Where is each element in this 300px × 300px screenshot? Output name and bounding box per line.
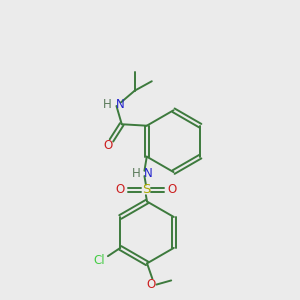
Text: O: O [116,183,125,196]
Text: Cl: Cl [93,254,105,267]
Text: H: H [132,167,141,180]
Text: N: N [144,167,152,180]
Text: S: S [142,183,150,196]
Text: H: H [103,98,111,111]
Text: O: O [147,278,156,291]
Text: N: N [116,98,124,111]
Text: O: O [167,183,176,196]
Text: O: O [103,139,112,152]
